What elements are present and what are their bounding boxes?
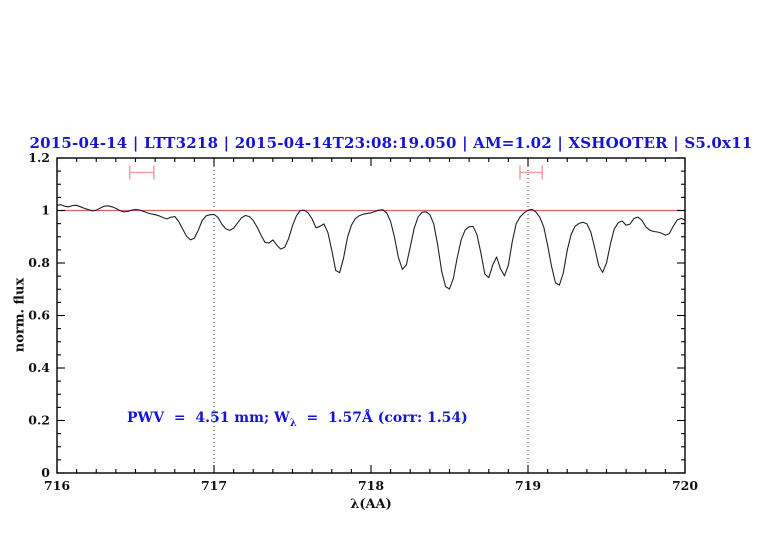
- x-axis-label: λ(AA): [350, 497, 392, 512]
- pwv-annotation-subscript: λ: [289, 417, 297, 429]
- y-tick-label: 0.4: [28, 360, 50, 375]
- spectrum-curve: [56, 204, 686, 290]
- y-tick-label: 1.2: [28, 150, 50, 165]
- x-tick-label: 716: [44, 478, 70, 493]
- x-tick-label: 718: [358, 478, 384, 493]
- y-axis-label: norm. flux: [12, 277, 28, 353]
- x-tick-label: 719: [515, 478, 541, 493]
- figure-title: 2015-04-14 | LTT3218 | 2015-04-14T23:08:…: [29, 134, 753, 152]
- y-tick-label: 1: [41, 203, 50, 218]
- pwv-annotation: PWV = 4.51 mm; Wλ = 1.57Å (corr: 1.54): [127, 410, 468, 429]
- y-tick-label: 0.6: [28, 308, 50, 323]
- x-tick-label: 717: [201, 478, 227, 493]
- y-tick-label: 0.2: [28, 413, 50, 428]
- pwv-annotation-prefix: PWV = 4.51 mm; W: [127, 410, 290, 426]
- x-tick-label: 720: [672, 478, 698, 493]
- y-tick-label: 0: [41, 465, 50, 480]
- y-tick-label: 0.8: [28, 255, 50, 270]
- pwv-annotation-suffix: = 1.57Å (corr: 1.54): [296, 410, 468, 426]
